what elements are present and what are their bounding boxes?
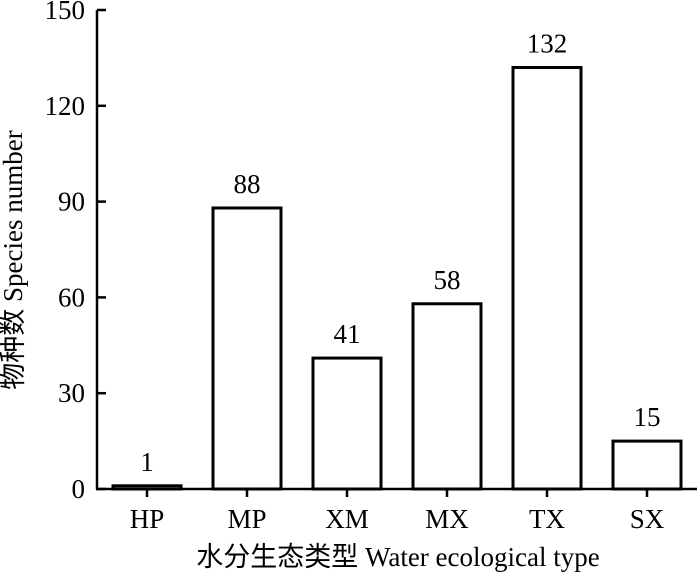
labels: HP 1 MP 88 XM 41 MX 58 TX 132 SX 15 (130, 28, 665, 534)
x-tick-label: TX (529, 504, 565, 534)
x-axis-title: 水分生态类型 Water ecological type (196, 542, 599, 572)
bar-xm (311, 356, 383, 491)
x-tick-label: MP (227, 504, 266, 534)
axes: 0 30 60 90 120 150 (45, 0, 697, 504)
data-label: 1 (140, 447, 154, 477)
data-label: 132 (527, 28, 568, 58)
data-label: 58 (434, 265, 461, 295)
bar-tx (511, 65, 583, 491)
x-tick-label: HP (130, 504, 165, 534)
bar-hp (111, 484, 183, 491)
data-label: 88 (234, 169, 261, 199)
bar-mp (211, 206, 283, 491)
bar-mx (411, 302, 483, 491)
y-tick-label: 60 (58, 282, 85, 312)
y-tick-label: 30 (58, 378, 85, 408)
data-label: 41 (334, 319, 361, 349)
data-label: 15 (634, 402, 661, 432)
y-tick-label: 150 (45, 0, 86, 25)
bar-sx (611, 439, 683, 491)
y-tick-label: 0 (72, 474, 86, 504)
bars (111, 65, 683, 491)
y-tick-label: 90 (58, 187, 85, 217)
x-tick-label: SX (630, 504, 665, 534)
x-tick-label: XM (325, 504, 369, 534)
x-tick-label: MX (425, 504, 469, 534)
y-tick-label: 120 (45, 91, 86, 121)
y-axis-title: 物种数 Species number (0, 130, 28, 389)
